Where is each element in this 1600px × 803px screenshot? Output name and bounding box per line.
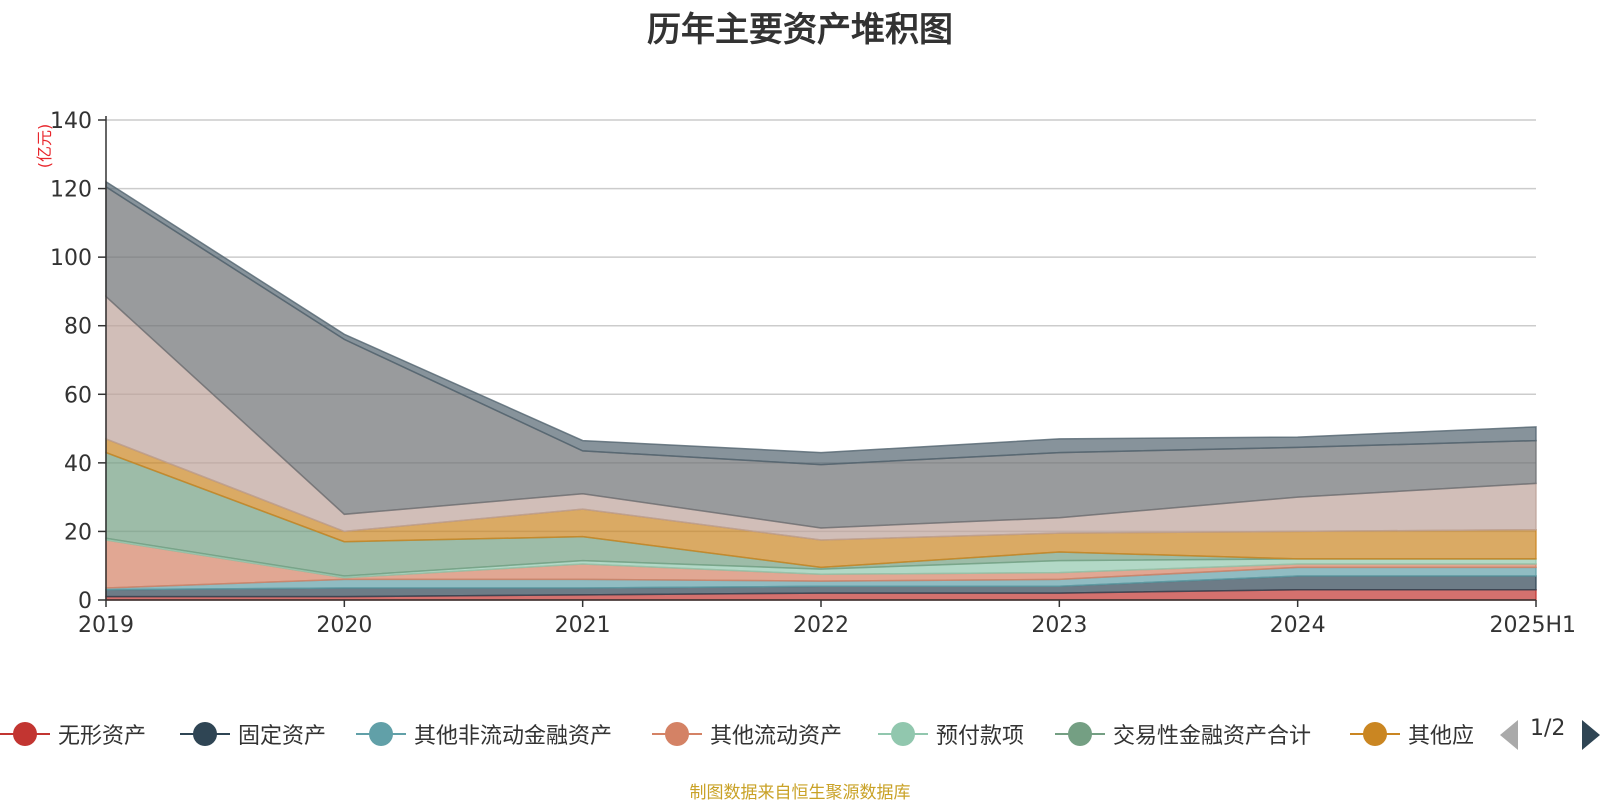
legend-item[interactable]: 预付款项	[878, 712, 1024, 756]
legend-label: 无形资产	[58, 724, 147, 749]
y-tick-label: 0	[78, 589, 92, 614]
legend-marker-icon	[180, 719, 230, 749]
y-tick-label: 20	[64, 520, 92, 545]
y-axis-unit: (亿元)	[35, 124, 54, 169]
axes: 0 20 40 60 80 100 120 140 2019 2020 2021 2022 2023 20…	[50, 109, 1576, 638]
legend-label: 固定资产	[238, 724, 327, 749]
y-tick-label: 120	[50, 178, 92, 203]
x-tick-label: 2025H1	[1489, 613, 1576, 638]
legend-label: 其他非流动金融资产	[414, 724, 613, 749]
area-chart: 0 20 40 60 80 100 120 140 2019 2020 2021 2022 2023 20…	[35, 109, 1576, 638]
legend-label: 其他应	[1408, 724, 1475, 749]
y-tick-label: 80	[64, 315, 92, 340]
source-note: 制图数据来自恒生聚源数据库	[689, 783, 911, 803]
area-series-8[interactable]	[105, 185, 1537, 529]
legend-label: 其他流动资产	[710, 724, 843, 749]
legend-item[interactable]: 交易性金融资产合计	[1055, 712, 1311, 756]
y-tick-label: 40	[64, 452, 92, 477]
legend-item[interactable]: 其他应	[1350, 712, 1474, 756]
legend: 无形资产 固定资产 其他非流动金融资产 其他流动资产 预付款项 交易性金融资产合计 其他应	[0, 712, 1600, 756]
legend-page-indicator: 1/2	[1530, 716, 1566, 741]
legend-marker-icon	[652, 719, 702, 749]
legend-item[interactable]: 其他非流动金融资产	[356, 712, 612, 756]
legend-label: 预付款项	[936, 724, 1025, 749]
y-tick-label: 100	[50, 246, 92, 271]
legend-marker-icon	[878, 719, 928, 749]
legend-prev-arrow-icon[interactable]	[1500, 720, 1518, 750]
legend-next-arrow-icon[interactable]	[1582, 720, 1600, 750]
x-tick-label: 2019	[78, 613, 134, 638]
legend-label: 交易性金融资产合计	[1113, 724, 1312, 749]
x-tick-label: 2022	[793, 613, 849, 638]
area-series	[105, 180, 1537, 601]
legend-item[interactable]: 其他流动资产	[652, 712, 842, 756]
legend-item[interactable]: 无形资产	[0, 712, 146, 756]
legend-item[interactable]: 固定资产	[180, 712, 326, 756]
x-tick-label: 2020	[316, 613, 372, 638]
legend-marker-icon	[356, 719, 406, 749]
legend-marker-icon	[1350, 719, 1400, 749]
legend-marker-icon	[0, 719, 50, 749]
x-tick-label: 2023	[1031, 613, 1087, 638]
x-tick-label: 2021	[555, 613, 611, 638]
y-tick-label: 140	[50, 109, 92, 134]
y-tick-label: 60	[64, 383, 92, 408]
legend-marker-icon	[1055, 719, 1105, 749]
chart-title: 历年主要资产堆积图	[647, 10, 953, 50]
x-tick-label: 2024	[1270, 613, 1326, 638]
area-series-9[interactable]	[105, 180, 1537, 466]
